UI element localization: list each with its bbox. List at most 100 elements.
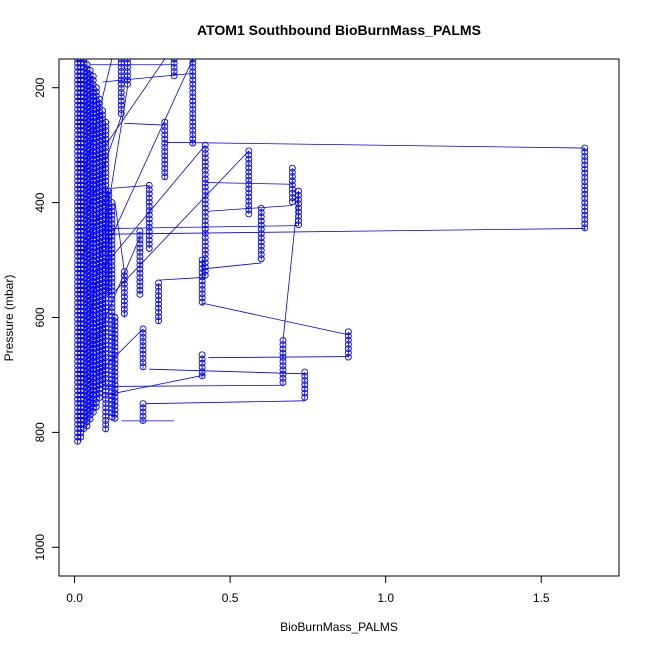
data-point — [111, 381, 119, 389]
x-tick-label: 1.5 — [533, 591, 550, 605]
data-point — [136, 244, 144, 252]
data-point — [108, 299, 116, 307]
data-point — [145, 194, 153, 202]
connector-line-6 — [105, 384, 284, 387]
data-point — [102, 177, 110, 185]
data-point — [198, 363, 206, 371]
data-point — [102, 173, 110, 181]
data-point — [201, 246, 209, 254]
connector-line-5 — [149, 368, 305, 375]
data-point — [201, 179, 209, 187]
data-point — [189, 105, 197, 113]
data-point — [245, 176, 253, 184]
data-point — [581, 203, 589, 211]
data-point — [201, 158, 209, 166]
data-point — [257, 209, 265, 217]
data-point — [288, 185, 296, 193]
data-point — [189, 84, 197, 92]
data-point — [189, 114, 197, 122]
connector-line-17 — [111, 184, 150, 189]
data-point — [581, 173, 589, 181]
data-point — [279, 353, 287, 361]
connector-line-23 — [92, 236, 141, 347]
data-point — [198, 286, 206, 293]
data-point — [170, 63, 178, 71]
data-point — [295, 221, 303, 229]
data-point — [108, 207, 116, 215]
profile-20 — [155, 279, 163, 325]
profile-25 — [198, 351, 206, 380]
data-point — [102, 416, 110, 424]
data-point — [111, 322, 119, 330]
data-point — [189, 80, 197, 88]
data-point — [120, 268, 128, 275]
data-point — [95, 385, 103, 393]
data-point — [145, 232, 153, 240]
data-point — [108, 274, 116, 282]
y-axis: 200 400 600 800 1000 — [33, 77, 60, 561]
profile-14 — [120, 268, 128, 318]
data-point — [145, 244, 153, 252]
data-point — [161, 152, 169, 160]
data-point — [139, 329, 147, 337]
data-point — [102, 139, 110, 147]
data-point — [257, 225, 265, 233]
data-point — [161, 164, 169, 172]
data-point — [102, 131, 110, 139]
data-point — [108, 266, 116, 274]
profile-22 — [170, 59, 178, 80]
data-point — [189, 122, 197, 130]
data-point — [201, 175, 209, 183]
data-point — [108, 287, 116, 295]
data-point — [170, 59, 178, 67]
data-point — [111, 318, 119, 326]
data-point — [102, 181, 110, 189]
data-point — [136, 274, 144, 281]
data-point — [245, 210, 253, 218]
data-point — [99, 111, 107, 119]
data-point — [279, 345, 287, 353]
data-point — [279, 374, 287, 382]
data-point — [198, 290, 206, 298]
data-point — [161, 122, 169, 130]
data-point — [161, 143, 169, 151]
data-point — [102, 135, 110, 143]
data-point — [189, 118, 197, 126]
data-point — [245, 206, 253, 214]
data-point — [170, 68, 178, 76]
data-point — [111, 347, 119, 355]
data-point — [161, 118, 169, 126]
data-point — [155, 304, 163, 312]
data-point — [108, 211, 116, 219]
connector-line-8 — [105, 374, 206, 396]
data-point — [198, 281, 206, 289]
data-point — [136, 290, 144, 298]
data-point — [111, 335, 119, 342]
data-point — [581, 165, 589, 173]
data-point — [201, 221, 209, 229]
data-point — [102, 127, 110, 135]
data-point — [136, 240, 144, 248]
data-point — [123, 59, 131, 67]
data-point — [111, 364, 119, 372]
data-point — [245, 160, 253, 167]
data-point — [257, 246, 265, 254]
data-point — [295, 191, 303, 199]
data-point — [155, 283, 163, 291]
data-point — [120, 272, 128, 280]
profile-15 — [123, 59, 131, 88]
connector-line-0 — [164, 141, 585, 149]
data-point — [123, 59, 131, 63]
data-point — [117, 93, 125, 101]
connector-line-10 — [205, 262, 262, 270]
data-point — [111, 406, 119, 414]
data-point — [105, 187, 113, 195]
data-point — [189, 76, 197, 84]
profile-33 — [344, 328, 352, 361]
data-point — [198, 372, 206, 380]
data-point — [99, 107, 107, 115]
data-point — [201, 141, 209, 149]
profile-30 — [288, 164, 296, 206]
data-point — [108, 262, 116, 270]
data-point — [139, 417, 147, 424]
